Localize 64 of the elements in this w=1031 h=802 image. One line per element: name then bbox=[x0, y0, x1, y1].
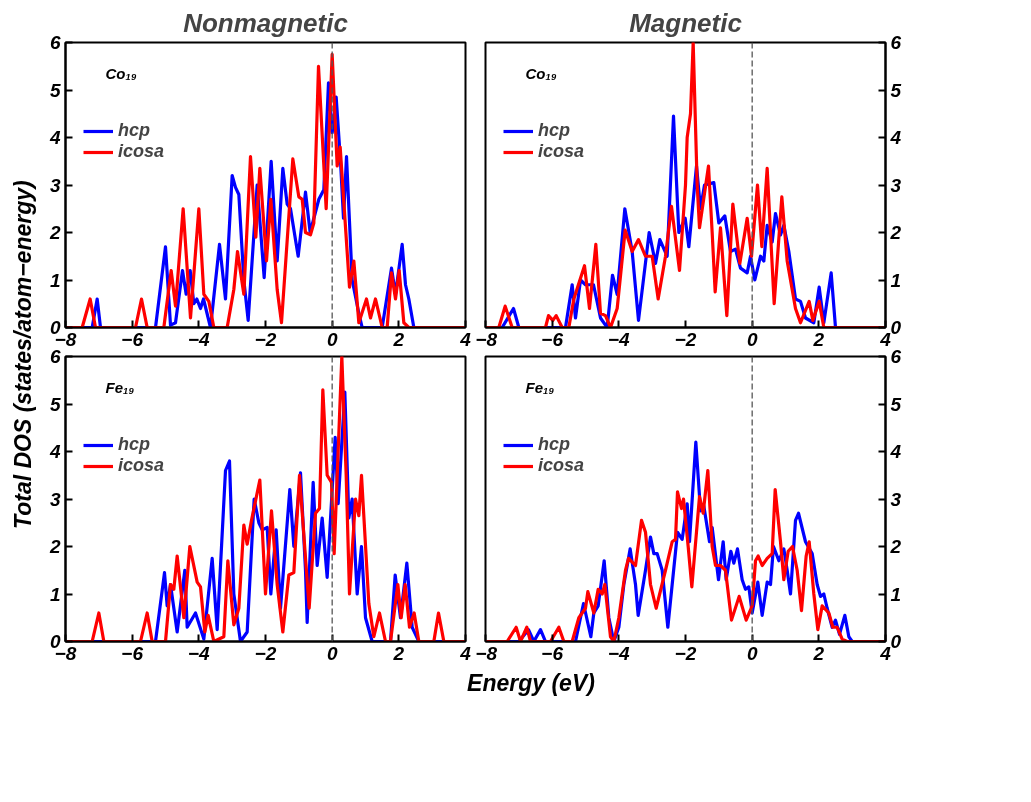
y-tick-label: 4 bbox=[889, 127, 902, 148]
y-tick-label: 6 bbox=[49, 346, 61, 367]
x-tick-label: −4 bbox=[608, 328, 631, 350]
y-tick-label: 5 bbox=[890, 79, 902, 101]
x-tick-label: −4 bbox=[188, 328, 211, 350]
x-tick-label: 2 bbox=[812, 328, 825, 350]
legend-label: icosa bbox=[538, 455, 585, 476]
x-tick-label: −2 bbox=[254, 642, 277, 664]
x-tick-label: −6 bbox=[121, 642, 144, 664]
legend-label: hcp bbox=[538, 434, 571, 455]
x-axis-title: Energy (eV) bbox=[467, 669, 595, 698]
y-tick-label: 2 bbox=[889, 222, 902, 243]
x-tick-label: −4 bbox=[188, 642, 211, 664]
y-tick-label: 5 bbox=[49, 79, 61, 101]
y-tick-label: 5 bbox=[890, 393, 902, 415]
y-tick-label: 2 bbox=[48, 536, 61, 557]
y-tick-label: 3 bbox=[890, 174, 902, 196]
x-tick-label: 2 bbox=[392, 642, 405, 664]
legend-label: hcp bbox=[118, 120, 151, 141]
y-tick-label: 6 bbox=[49, 32, 61, 53]
y-tick-label: 4 bbox=[48, 127, 61, 148]
y-tick-label: 1 bbox=[49, 269, 61, 291]
x-tick-label: 4 bbox=[459, 328, 472, 350]
x-tick-label: −8 bbox=[475, 642, 498, 664]
annotation: Fe₁₉ bbox=[105, 379, 135, 397]
chart-title: Nonmagnetic bbox=[183, 7, 349, 38]
legend-label: icosa bbox=[538, 141, 585, 162]
annotation: Co₁₉ bbox=[525, 65, 557, 83]
y-tick-label: 6 bbox=[890, 32, 902, 53]
x-tick-label: −6 bbox=[541, 642, 564, 664]
x-tick-label: −2 bbox=[674, 328, 697, 350]
y-tick-label: 1 bbox=[890, 583, 902, 605]
annotation: Co₁₉ bbox=[105, 65, 137, 83]
y-tick-label: 4 bbox=[48, 441, 61, 462]
y-tick-label: 3 bbox=[890, 488, 902, 510]
legend-label: icosa bbox=[118, 141, 165, 162]
x-tick-label: 4 bbox=[459, 642, 472, 664]
annotation: Fe₁₉ bbox=[525, 379, 555, 397]
x-tick-label: 0 bbox=[746, 328, 758, 350]
legend-label: hcp bbox=[538, 120, 571, 141]
y-axis-title: Total DOS (states/atom−energy) bbox=[8, 180, 37, 530]
x-tick-label: 2 bbox=[392, 328, 405, 350]
y-tick-label: 6 bbox=[890, 346, 902, 367]
y-tick-label: 2 bbox=[889, 536, 902, 557]
x-tick-label: 2 bbox=[812, 642, 825, 664]
chart-title: Magnetic bbox=[629, 7, 743, 38]
x-tick-label: 0 bbox=[326, 642, 338, 664]
x-tick-label: −8 bbox=[475, 328, 498, 350]
y-tick-label: 2 bbox=[48, 222, 61, 243]
y-tick-label: 5 bbox=[49, 393, 61, 415]
y-tick-label: 3 bbox=[49, 174, 61, 196]
y-tick-label: 3 bbox=[49, 488, 61, 510]
legend-label: hcp bbox=[118, 434, 151, 455]
x-tick-label: −2 bbox=[254, 328, 277, 350]
x-tick-label: −6 bbox=[121, 328, 144, 350]
x-tick-label: −4 bbox=[608, 642, 631, 664]
x-tick-label: −6 bbox=[541, 328, 564, 350]
y-tick-label: 1 bbox=[49, 583, 61, 605]
x-tick-label: −2 bbox=[674, 642, 697, 664]
y-tick-label: 1 bbox=[890, 269, 902, 291]
x-tick-label: 0 bbox=[326, 328, 338, 350]
x-tick-label: 0 bbox=[746, 642, 758, 664]
y-tick-label: 4 bbox=[889, 441, 902, 462]
legend-label: icosa bbox=[118, 455, 165, 476]
